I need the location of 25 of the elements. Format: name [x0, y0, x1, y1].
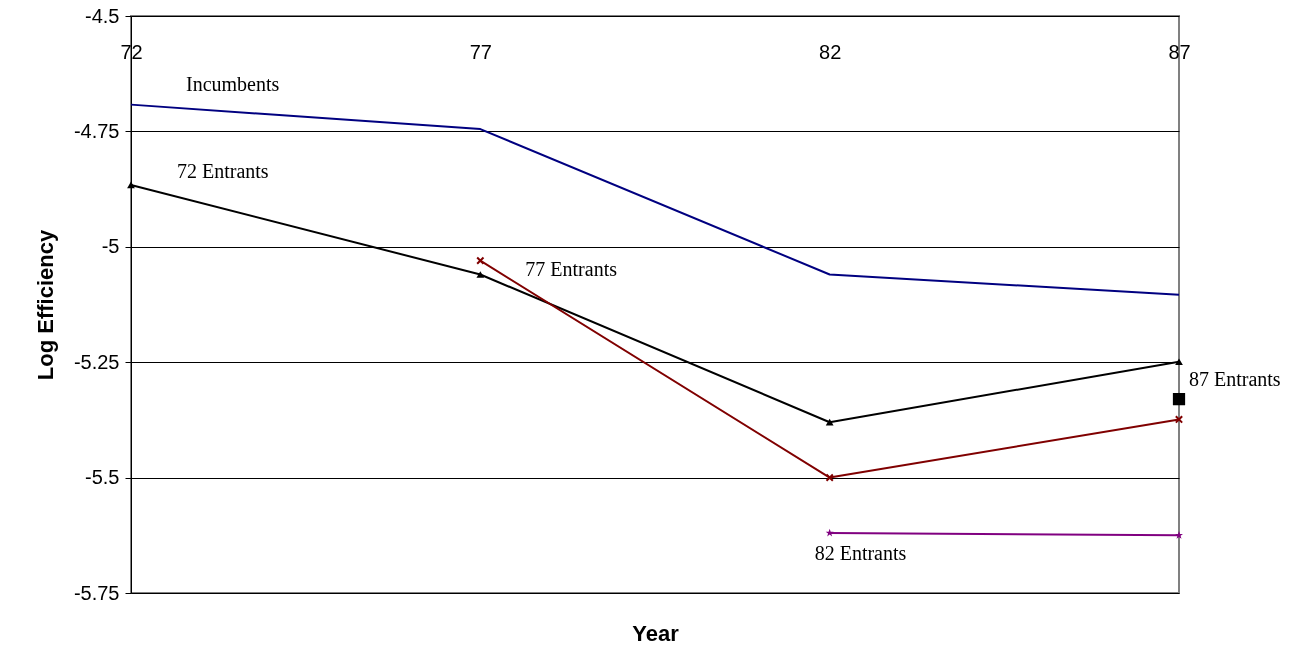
series-label: 72 Entrants	[177, 159, 269, 182]
x-tick-label: 87	[1168, 40, 1191, 63]
series-label: 77 Entrants	[525, 257, 618, 280]
series-label: 82 Entrants	[814, 541, 907, 564]
point	[825, 473, 834, 482]
point	[1172, 393, 1186, 406]
y-tick-label: -5.5	[85, 466, 120, 489]
point	[825, 418, 834, 426]
series-label: 87 Entrants	[1189, 368, 1281, 391]
series-label: Incumbents	[186, 72, 280, 95]
y-axis-title: Log Efficiency	[32, 229, 58, 381]
point	[1175, 358, 1183, 366]
point	[1175, 531, 1183, 539]
y-tick-label: -5.25	[73, 350, 120, 373]
point	[476, 271, 485, 278]
x-tick-label: 77	[469, 40, 492, 63]
x-tick-label: 82	[819, 40, 842, 63]
y-tick-label: -5	[101, 235, 120, 258]
point	[825, 528, 834, 537]
y-tick-label: -4.5	[85, 4, 120, 27]
y-tick-label: -5.75	[73, 581, 120, 604]
y-tick-label: -4.75	[73, 119, 120, 142]
point	[476, 256, 485, 265]
point	[127, 181, 135, 189]
x-axis-title: Year	[632, 620, 680, 646]
